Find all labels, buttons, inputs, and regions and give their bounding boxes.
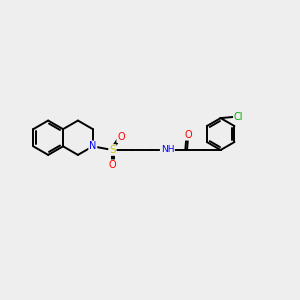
Text: O: O [117,132,125,142]
Text: S: S [109,145,116,155]
Text: Cl: Cl [234,112,243,122]
Text: NH: NH [160,146,174,154]
Text: O: O [184,130,192,140]
Text: O: O [109,160,116,170]
Text: N: N [89,141,97,151]
